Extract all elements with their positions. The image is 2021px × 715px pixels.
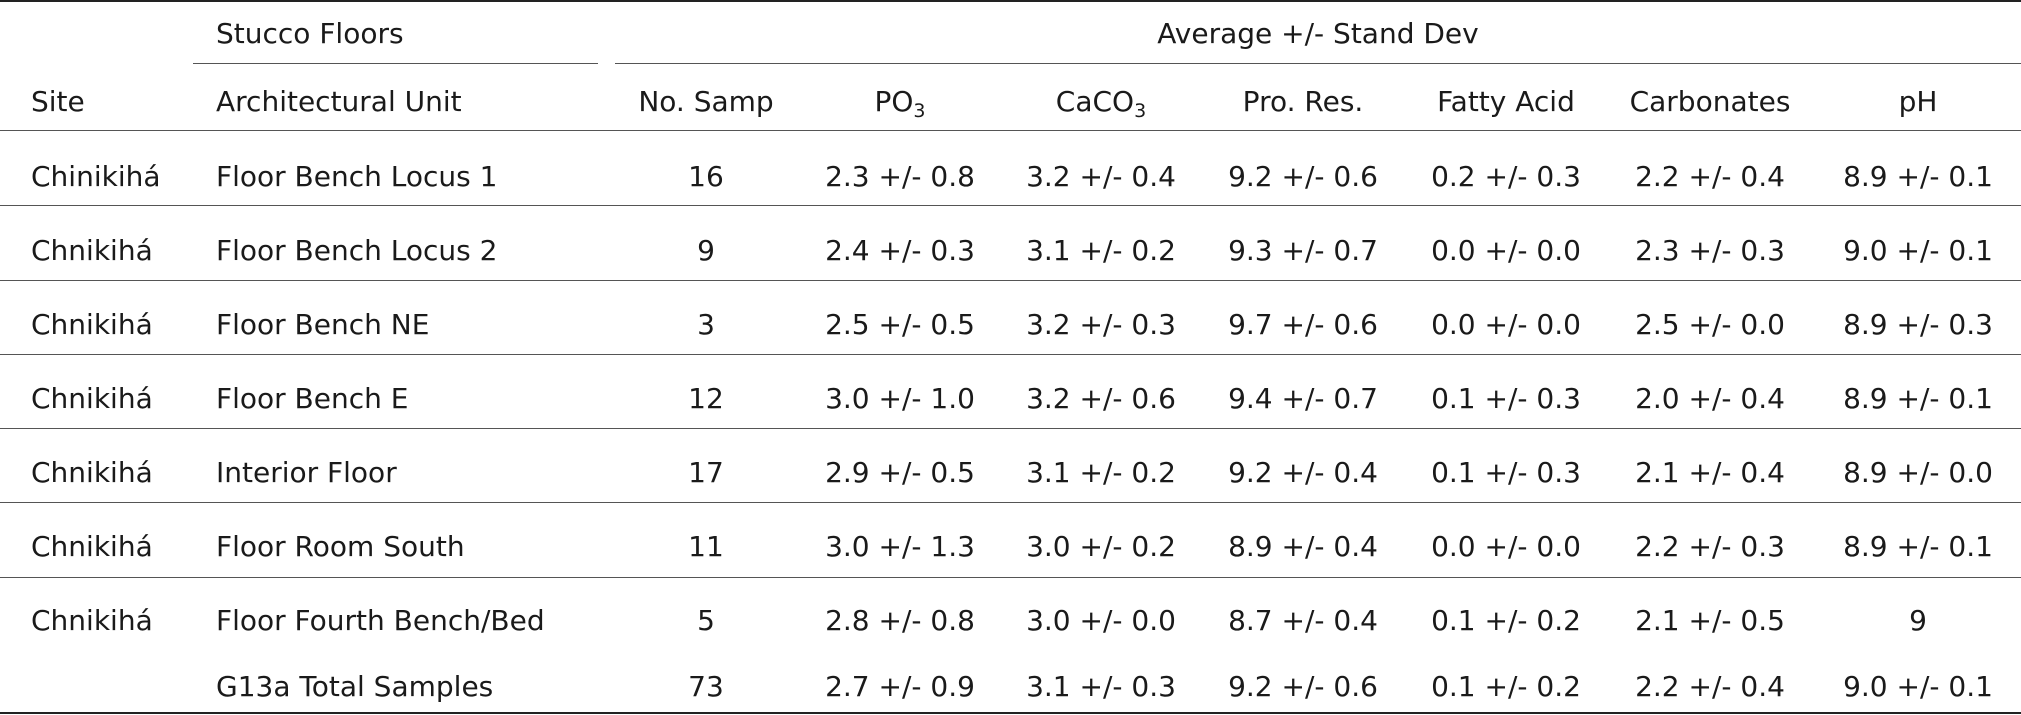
- cell-carb: 2.2 +/- 0.4: [1635, 160, 1785, 193]
- header-rule: [0, 130, 2021, 131]
- cell-fatty: 0.2 +/- 0.3: [1431, 160, 1581, 193]
- cell-carb: 2.2 +/- 0.3: [1635, 530, 1785, 563]
- cell-po3-total: 2.7 +/- 0.9: [825, 670, 975, 703]
- cell-site: Chnikihá: [31, 456, 153, 489]
- cell-carb: 2.1 +/- 0.4: [1635, 456, 1785, 489]
- cell-fatty: 0.1 +/- 0.2: [1431, 604, 1581, 637]
- bottom-rule: [0, 712, 2021, 714]
- cell-fatty-total: 0.1 +/- 0.2: [1431, 670, 1581, 703]
- cell-site: Chnikihá: [31, 530, 153, 563]
- group-header-stucco-floors: Stucco Floors: [216, 17, 404, 50]
- cell-site: Chnikihá: [31, 382, 153, 415]
- col-header-caco3: CaCO3: [1055, 85, 1147, 122]
- cell-ph: 8.9 +/- 0.3: [1843, 308, 1993, 341]
- cell-nsamp: 11: [688, 530, 724, 563]
- cell-carb-total: 2.2 +/- 0.4: [1635, 670, 1785, 703]
- cell-unit-total: G13a Total Samples: [216, 670, 494, 703]
- cell-unit: Interior Floor: [216, 456, 397, 489]
- cell-prores-total: 9.2 +/- 0.6: [1228, 670, 1378, 703]
- cell-site: Chnikihá: [31, 308, 153, 341]
- cell-nsamp: 16: [688, 160, 724, 193]
- cell-carb: 2.0 +/- 0.4: [1635, 382, 1785, 415]
- row-rule-1: [0, 205, 2021, 206]
- cell-po3: 2.4 +/- 0.3: [825, 234, 975, 267]
- cell-site: Chinikihá: [31, 160, 161, 193]
- cell-carb: 2.5 +/- 0.0: [1635, 308, 1785, 341]
- cell-ph: 9: [1909, 604, 1927, 637]
- cell-ph: 8.9 +/- 0.0: [1843, 456, 1993, 489]
- group-rule-left: [193, 63, 598, 64]
- cell-site: Chnikihá: [31, 234, 153, 267]
- cell-unit: Floor Fourth Bench/Bed: [216, 604, 545, 637]
- cell-nsamp: 12: [688, 382, 724, 415]
- col-header-carb: Carbonates: [1629, 85, 1791, 118]
- col-header-ph: pH: [1898, 85, 1938, 118]
- cell-caco3: 3.0 +/- 0.0: [1026, 604, 1176, 637]
- cell-ph-total: 9.0 +/- 0.1: [1843, 670, 1993, 703]
- cell-prores: 8.7 +/- 0.4: [1228, 604, 1378, 637]
- cell-ph: 9.0 +/- 0.1: [1843, 234, 1993, 267]
- col-header-fatty: Fatty Acid: [1437, 85, 1575, 118]
- top-rule: [0, 0, 2021, 2]
- cell-ph: 8.9 +/- 0.1: [1843, 382, 1993, 415]
- row-rule-6: [0, 577, 2021, 578]
- row-rule-5: [0, 502, 2021, 503]
- cell-caco3: 3.2 +/- 0.6: [1026, 382, 1176, 415]
- cell-prores: 9.2 +/- 0.4: [1228, 456, 1378, 489]
- cell-caco3: 3.1 +/- 0.2: [1026, 456, 1176, 489]
- cell-caco3: 3.1 +/- 0.2: [1026, 234, 1176, 267]
- col-header-prores: Pro. Res.: [1242, 85, 1364, 118]
- cell-po3: 2.5 +/- 0.5: [825, 308, 975, 341]
- cell-unit: Floor Bench NE: [216, 308, 430, 341]
- cell-nsamp: 3: [697, 308, 715, 341]
- col-header-po3: PO3: [874, 85, 926, 122]
- cell-caco3: 3.0 +/- 0.2: [1026, 530, 1176, 563]
- cell-caco3: 3.2 +/- 0.4: [1026, 160, 1176, 193]
- cell-nsamp: 9: [697, 234, 715, 267]
- cell-po3: 2.8 +/- 0.8: [825, 604, 975, 637]
- cell-carb: 2.1 +/- 0.5: [1635, 604, 1785, 637]
- group-header-average: Average +/- Stand Dev: [1157, 17, 1479, 50]
- group-rule-right: [615, 63, 2021, 64]
- row-rule-2: [0, 280, 2021, 281]
- cell-po3: 2.9 +/- 0.5: [825, 456, 975, 489]
- cell-nsamp-total: 73: [688, 670, 724, 703]
- cell-prores: 9.4 +/- 0.7: [1228, 382, 1378, 415]
- cell-unit: Floor Bench E: [216, 382, 409, 415]
- cell-prores: 8.9 +/- 0.4: [1228, 530, 1378, 563]
- cell-caco3-total: 3.1 +/- 0.3: [1026, 670, 1176, 703]
- col-header-site: Site: [31, 85, 85, 118]
- cell-fatty: 0.1 +/- 0.3: [1431, 456, 1581, 489]
- cell-po3: 3.0 +/- 1.3: [825, 530, 975, 563]
- col-header-nsamp: No. Samp: [638, 85, 774, 118]
- cell-po3: 3.0 +/- 1.0: [825, 382, 975, 415]
- cell-prores: 9.3 +/- 0.7: [1228, 234, 1378, 267]
- row-rule-4: [0, 428, 2021, 429]
- cell-carb: 2.3 +/- 0.3: [1635, 234, 1785, 267]
- cell-prores: 9.7 +/- 0.6: [1228, 308, 1378, 341]
- row-rule-3: [0, 354, 2021, 355]
- cell-fatty: 0.0 +/- 0.0: [1431, 530, 1581, 563]
- cell-fatty: 0.0 +/- 0.0: [1431, 234, 1581, 267]
- cell-unit: Floor Room South: [216, 530, 465, 563]
- cell-site: Chnikihá: [31, 604, 153, 637]
- cell-unit: Floor Bench Locus 2: [216, 234, 498, 267]
- cell-po3: 2.3 +/- 0.8: [825, 160, 975, 193]
- cell-ph: 8.9 +/- 0.1: [1843, 160, 1993, 193]
- cell-ph: 8.9 +/- 0.1: [1843, 530, 1993, 563]
- cell-unit: Floor Bench Locus 1: [216, 160, 498, 193]
- cell-nsamp: 17: [688, 456, 724, 489]
- cell-fatty: 0.1 +/- 0.3: [1431, 382, 1581, 415]
- col-header-unit: Architectural Unit: [216, 85, 462, 118]
- cell-fatty: 0.0 +/- 0.0: [1431, 308, 1581, 341]
- cell-nsamp: 5: [697, 604, 715, 637]
- cell-caco3: 3.2 +/- 0.3: [1026, 308, 1176, 341]
- cell-prores: 9.2 +/- 0.6: [1228, 160, 1378, 193]
